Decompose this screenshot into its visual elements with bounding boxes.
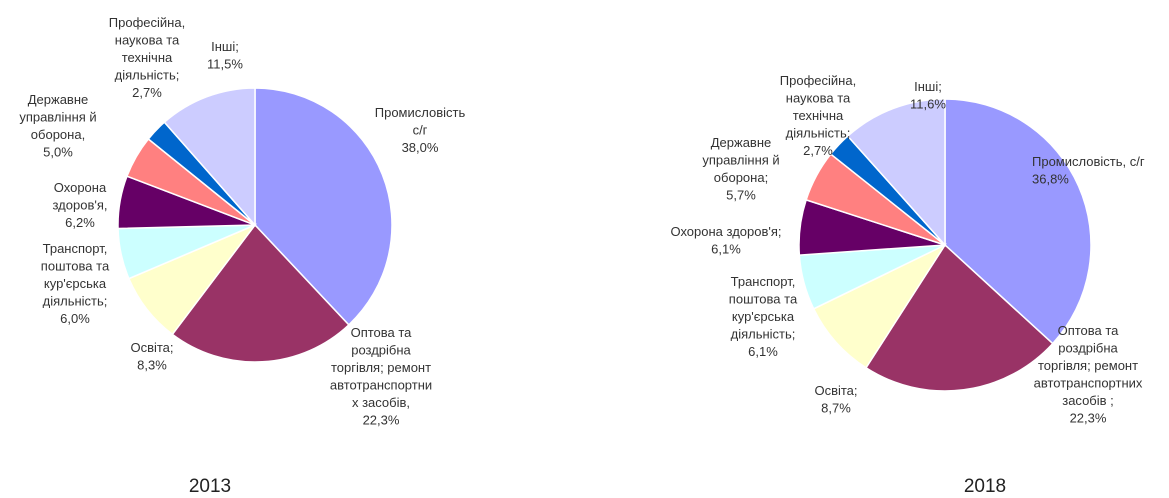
slice-label-2018-1: Промисловість, с/г 36,8% (1032, 154, 1145, 187)
slice-label-2013-8: Інші; 11,5% (207, 39, 243, 72)
pie-slice-2018-8 (846, 98, 946, 247)
slice-label-2013-3: Освіта; 8,3% (130, 340, 173, 373)
slice-label-2018-3: Освіта; 8,7% (814, 383, 857, 416)
slice-label-2013-2: Оптова та роздрібна торгівля; ремонт автотр… (330, 325, 432, 428)
pie-slice-2013-1 (254, 87, 393, 326)
pie-slice-2013-8 (163, 87, 256, 227)
slice-label-2018-5: Охорона здоров'я; 6,1% (670, 224, 781, 257)
slice-label-2018-6: Державне управління й оборона; 5,7% (702, 135, 779, 203)
slice-label-2018-4: Транспорт, поштова та кур'єрська діяльність… (729, 274, 798, 359)
slice-label-2013-6: Державне управління й оборона, 5,0% (19, 92, 96, 160)
slice-label-2013-4: Транспорт, поштова та кур'єрська діяльність… (41, 241, 110, 326)
pie-chart-2018: Промисловість, с/г 36,8% Оптова та роздрібн… (670, 73, 1144, 497)
slice-label-2013-1: Промисловість с/г 38,0% (375, 105, 466, 155)
slice-label-2018-7: Професійна, наукова та технічна діяльність;… (780, 73, 856, 158)
slice-label-2018-2: Оптова та роздрібна торгівля; ремонт автотр… (1034, 323, 1143, 426)
pie-slice-2013-2 (171, 223, 350, 363)
chart-title-2013: 2013 (189, 476, 231, 497)
chart-title-2018: 2018 (964, 476, 1006, 497)
slice-label-2013-7: Професійна, наукова та технічна діяльність;… (109, 15, 185, 100)
pie-slice-2018-1 (944, 98, 1092, 345)
slice-label-2013-5: Охорона здоров'я, 6,2% (53, 180, 108, 230)
slice-label-2018-8: Інші; 11,6% (910, 79, 946, 112)
pie-slice-2018-2 (864, 243, 1054, 392)
pie-chart-2013: Промисловість с/г 38,0% Оптова та роздрібна т… (19, 15, 465, 497)
